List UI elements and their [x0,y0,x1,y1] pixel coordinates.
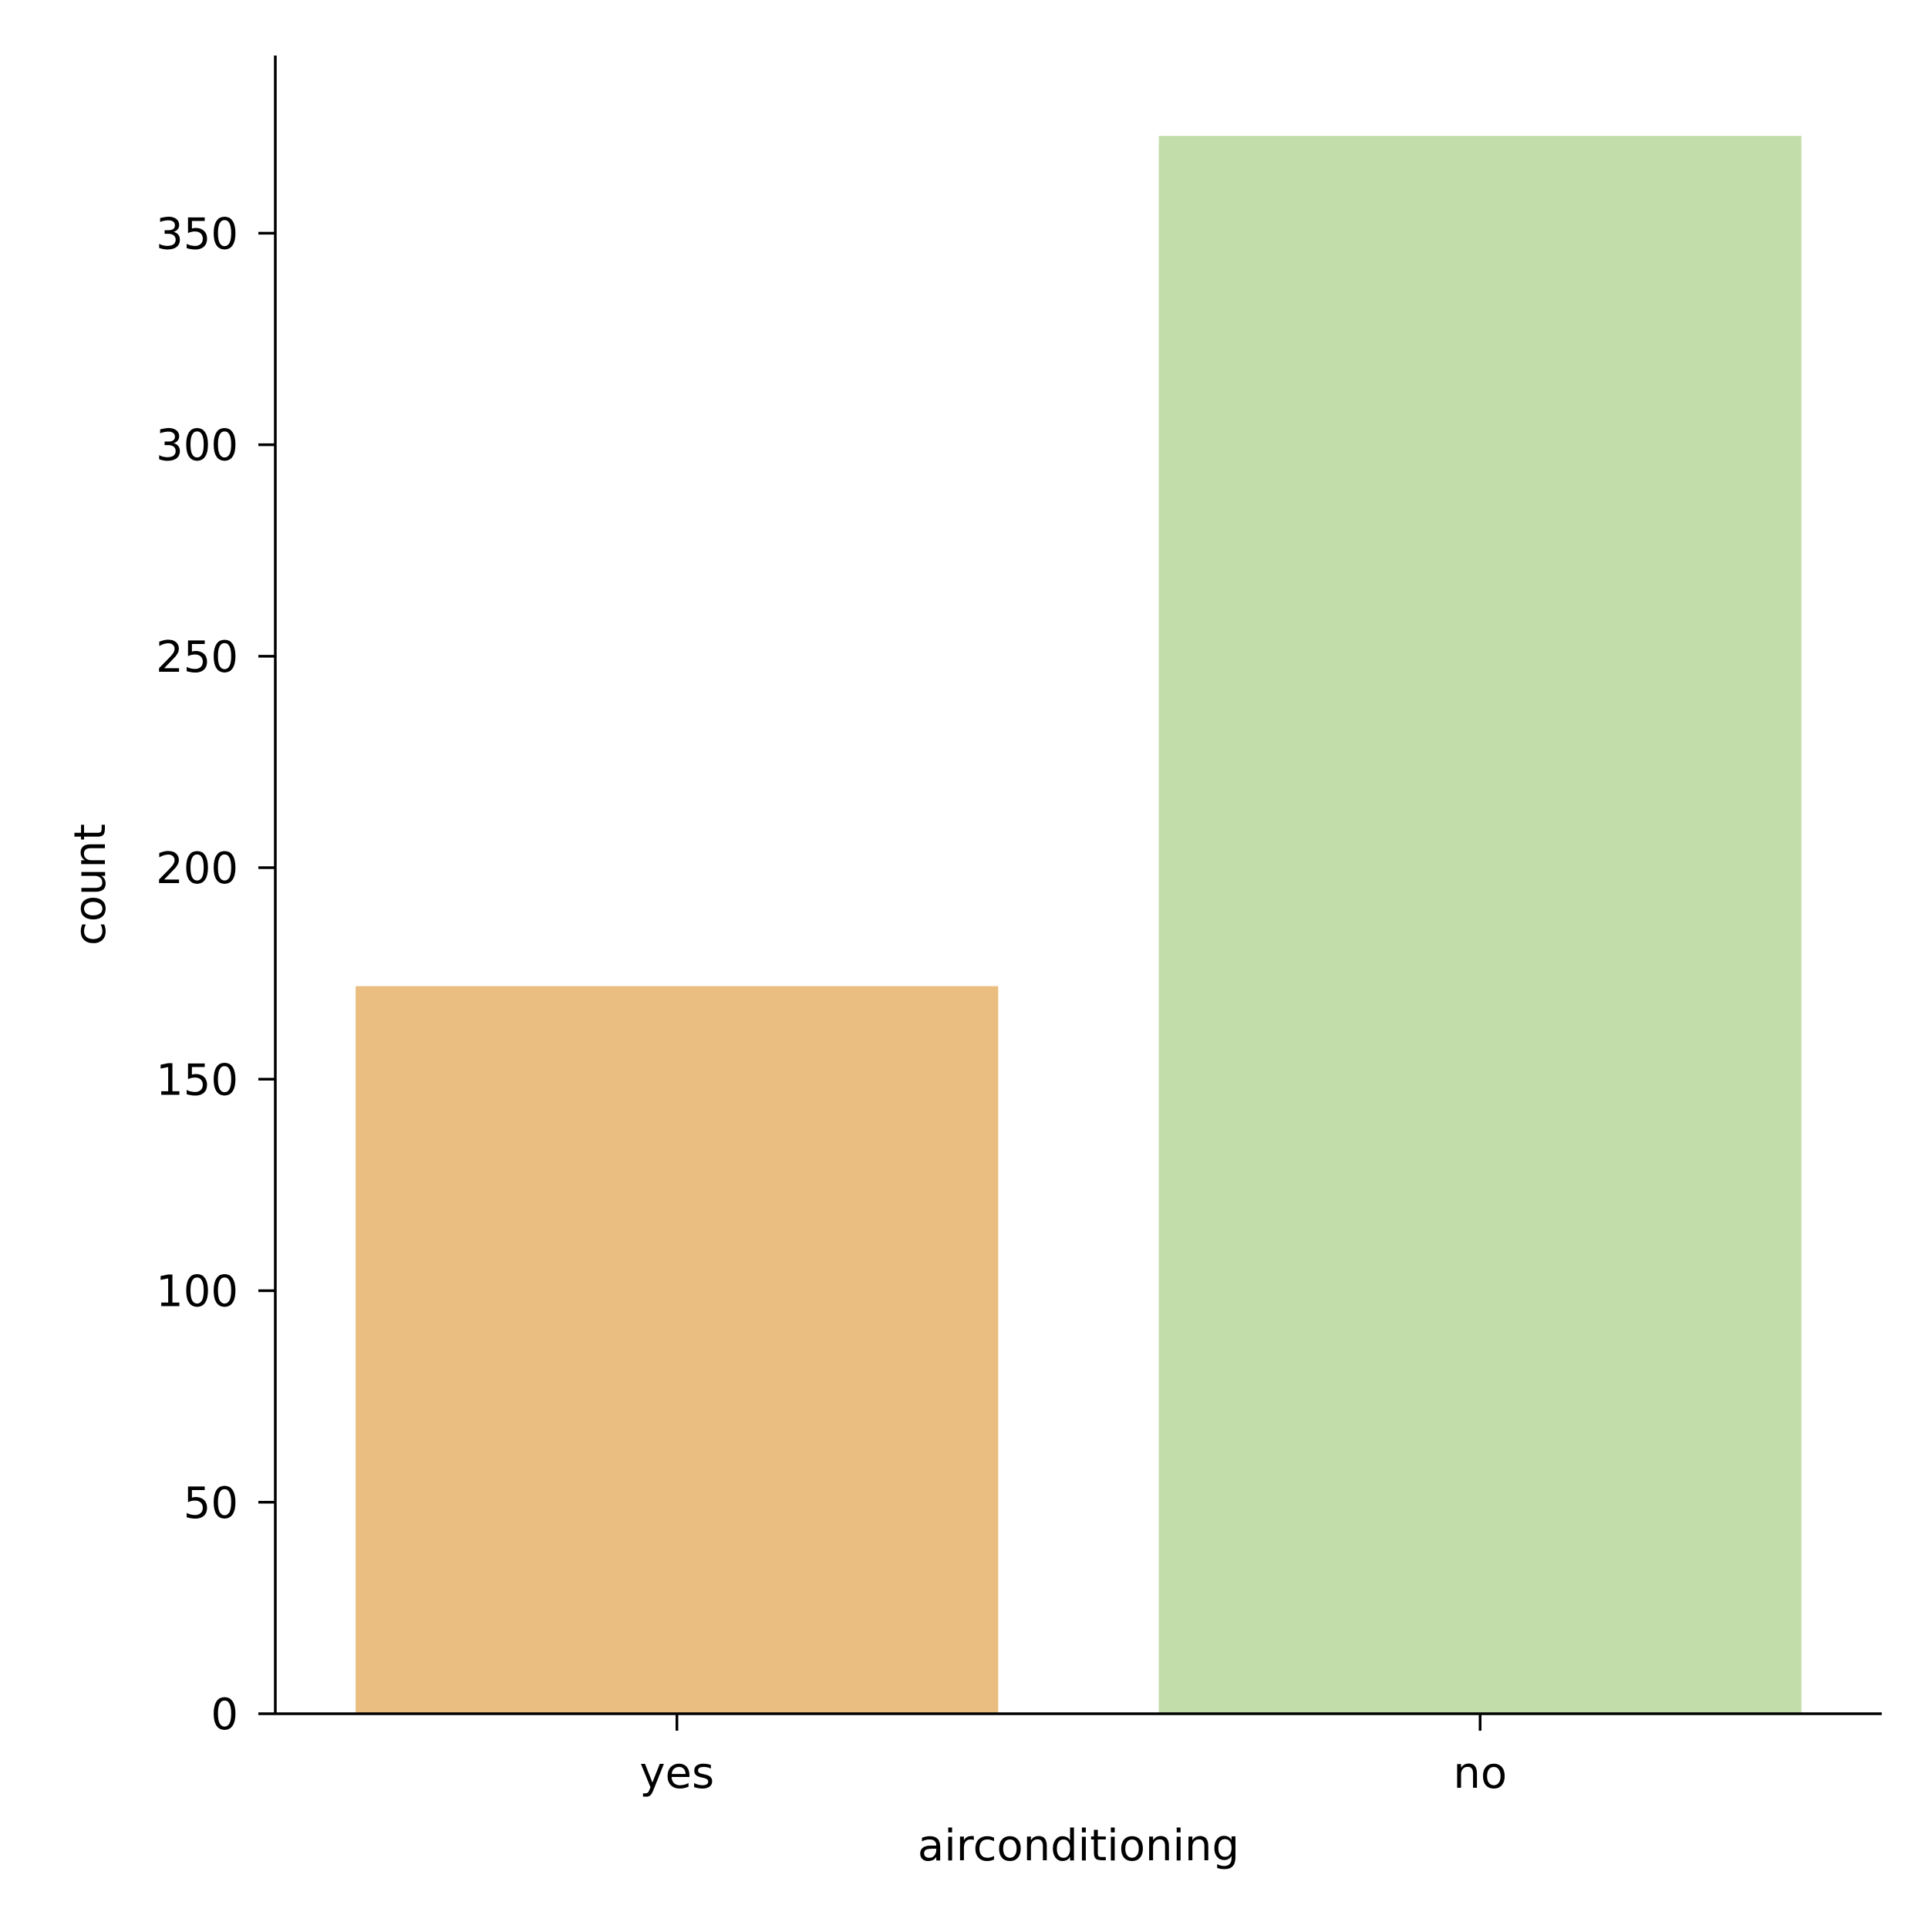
y-tick-label: 50 [184,1479,238,1529]
y-axis-label: count [66,824,116,946]
x-tick-label: no [1453,1748,1507,1799]
y-tick-label: 150 [156,1055,238,1105]
x-ticks: yes no [639,1714,1507,1799]
axes-layer [274,56,1882,1715]
bar-yes [356,986,999,1714]
y-ticks: 0 50 100 150 200 250 300 350 [156,209,275,1740]
y-tick-label: 0 [211,1690,238,1740]
x-axis-label: airconditioning [918,1821,1239,1871]
x-tick-label: yes [639,1748,714,1799]
bars-layer [356,136,1802,1714]
y-tick-label: 100 [156,1267,238,1317]
bar-no [1158,136,1802,1714]
y-tick-label: 350 [156,209,238,259]
y-tick-label: 200 [156,844,238,894]
y-tick-label: 300 [156,421,238,471]
y-tick-label: 250 [156,632,238,683]
